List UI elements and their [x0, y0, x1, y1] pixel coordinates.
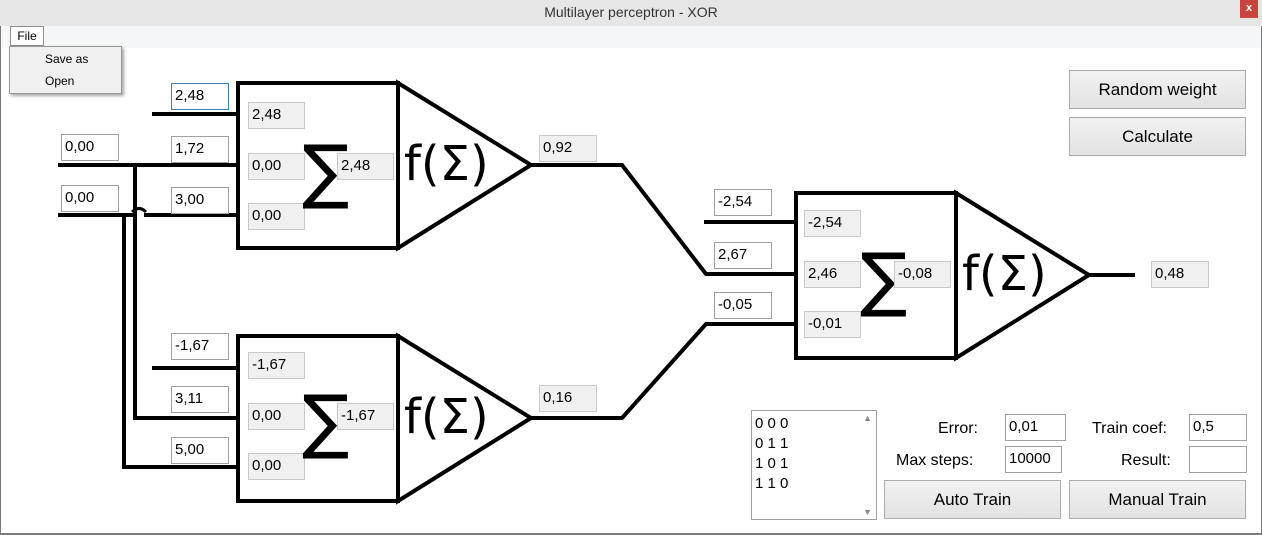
- n2-output-line: [529, 322, 798, 420]
- neuron3-bias-weight[interactable]: -2,54: [714, 189, 772, 216]
- neuron1-weight-2[interactable]: 3,00: [171, 187, 229, 214]
- window-title: Multilayer perceptron - XOR: [544, 4, 718, 20]
- train-coef-label: Train coef:: [1092, 420, 1167, 437]
- scroll-up-icon[interactable]: ▲: [863, 413, 872, 423]
- list-item[interactable]: 0 1 1: [755, 435, 789, 452]
- menu-bar: [1, 26, 1261, 48]
- neuron3-sum: -0,08: [894, 261, 951, 288]
- neuron3-product-0: -2,54: [804, 210, 861, 237]
- menu-item-open[interactable]: Open: [45, 74, 75, 88]
- random-weight-button[interactable]: Random weight: [1069, 70, 1246, 109]
- list-item[interactable]: 0 0 0: [755, 415, 789, 432]
- neuron2-activation-triangle: [396, 332, 535, 505]
- auto-train-button[interactable]: Auto Train: [884, 480, 1061, 519]
- neuron2-product-1: 0,00: [248, 403, 305, 430]
- neuron1-product-0: 2,48: [248, 102, 305, 129]
- neuron2-sum: -1,67: [337, 403, 394, 430]
- neuron2-weight-1[interactable]: 3,11: [171, 386, 229, 413]
- neuron1-activation-triangle: [396, 79, 535, 252]
- max-steps-label: Max steps:: [896, 452, 974, 469]
- calculate-button[interactable]: Calculate: [1069, 117, 1246, 156]
- neuron2-product-2: 0,00: [248, 453, 305, 480]
- menu-item-save-as[interactable]: Save as: [45, 52, 89, 66]
- result-label: Result:: [1121, 452, 1171, 469]
- neuron1-product-2: 0,00: [248, 203, 305, 230]
- scroll-down-icon[interactable]: ▼: [863, 507, 872, 517]
- n1-output-line: [529, 163, 798, 276]
- max-steps-input[interactable]: 10000: [1005, 446, 1062, 473]
- training-set-list[interactable]: 0 0 0 0 1 1 1 0 1 1 1 0 ▲ ▼: [751, 410, 877, 520]
- error-input[interactable]: 0,01: [1005, 414, 1066, 441]
- menu-file[interactable]: File: [10, 26, 44, 46]
- window-frame-left: [0, 26, 1, 535]
- neuron2-weight-2[interactable]: 5,00: [171, 437, 229, 464]
- neuron1-product-1: 0,00: [248, 153, 305, 180]
- neuron2-output: 0,16: [539, 385, 597, 412]
- window-frame-bottom: [0, 533, 1262, 535]
- neuron1-output: 0,92: [539, 135, 597, 162]
- manual-train-button[interactable]: Manual Train: [1069, 480, 1246, 519]
- list-item[interactable]: 1 0 1: [755, 455, 789, 472]
- neuron2-bias-weight[interactable]: -1,67: [171, 333, 229, 360]
- neuron3-activation-triangle: [954, 189, 1093, 362]
- error-label: Error:: [938, 420, 978, 437]
- neuron1-bias-weight[interactable]: 2,48: [171, 83, 229, 110]
- close-button[interactable]: x: [1240, 0, 1258, 18]
- neuron3-activation-label: f(Σ): [962, 246, 1047, 302]
- neuron3-weight-2[interactable]: -0,05: [714, 292, 772, 319]
- result-output: [1189, 446, 1247, 473]
- network-output: 0,48: [1151, 261, 1209, 288]
- neuron3-weight-1[interactable]: 2,67: [714, 242, 772, 269]
- neuron3-product-1: 2,46: [804, 261, 861, 288]
- neuron1-activation-label: f(Σ): [404, 136, 489, 192]
- input-x1[interactable]: 0,00: [61, 134, 119, 161]
- input-x2[interactable]: 0,00: [61, 185, 119, 212]
- neuron1-weight-1[interactable]: 1,72: [171, 136, 229, 163]
- neuron2-activation-label: f(Σ): [404, 389, 489, 445]
- train-coef-input[interactable]: 0,5: [1189, 414, 1247, 441]
- list-item[interactable]: 1 1 0: [755, 475, 789, 492]
- line-crossing-hop: [130, 207, 148, 214]
- neuron3-product-2: -0,01: [804, 311, 861, 338]
- neuron2-product-0: -1,67: [248, 352, 305, 379]
- file-dropdown-menu: Save as Open: [9, 46, 122, 94]
- neuron1-sum: 2,48: [337, 153, 394, 180]
